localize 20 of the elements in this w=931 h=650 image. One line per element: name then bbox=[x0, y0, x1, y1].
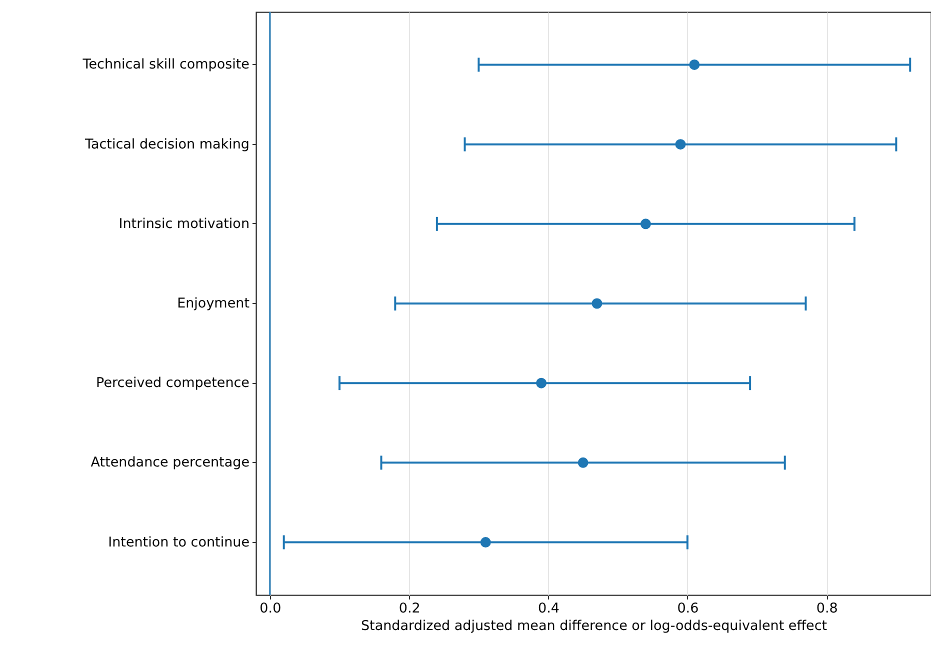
y-tick-label: Intrinsic motivation bbox=[118, 216, 250, 232]
y-tick-label: Enjoyment bbox=[177, 296, 250, 312]
x-tick-label: 0.8 bbox=[816, 600, 838, 616]
point bbox=[578, 457, 588, 468]
point bbox=[536, 378, 547, 388]
y-tick-label: Intention to continue bbox=[108, 534, 250, 550]
x-tick-label: 0.4 bbox=[538, 600, 560, 616]
point bbox=[675, 139, 686, 150]
point bbox=[689, 59, 700, 70]
point bbox=[640, 218, 651, 230]
y-tick-label: Technical skill composite bbox=[82, 56, 250, 73]
y-tick-label: Perceived competence bbox=[96, 375, 250, 392]
x-tick-label: 0.2 bbox=[398, 600, 420, 616]
point bbox=[592, 298, 602, 309]
x-axis-title: Standardized adjusted mean difference or log-odds-equivalent effect bbox=[360, 618, 828, 634]
x-tick-label: 0.0 bbox=[260, 600, 282, 616]
x-tick-label: 0.6 bbox=[677, 600, 699, 616]
y-tick-label: Attendance percentage bbox=[90, 454, 250, 471]
y-tick-label: Tactical decision making bbox=[84, 136, 250, 152]
point bbox=[480, 537, 491, 548]
